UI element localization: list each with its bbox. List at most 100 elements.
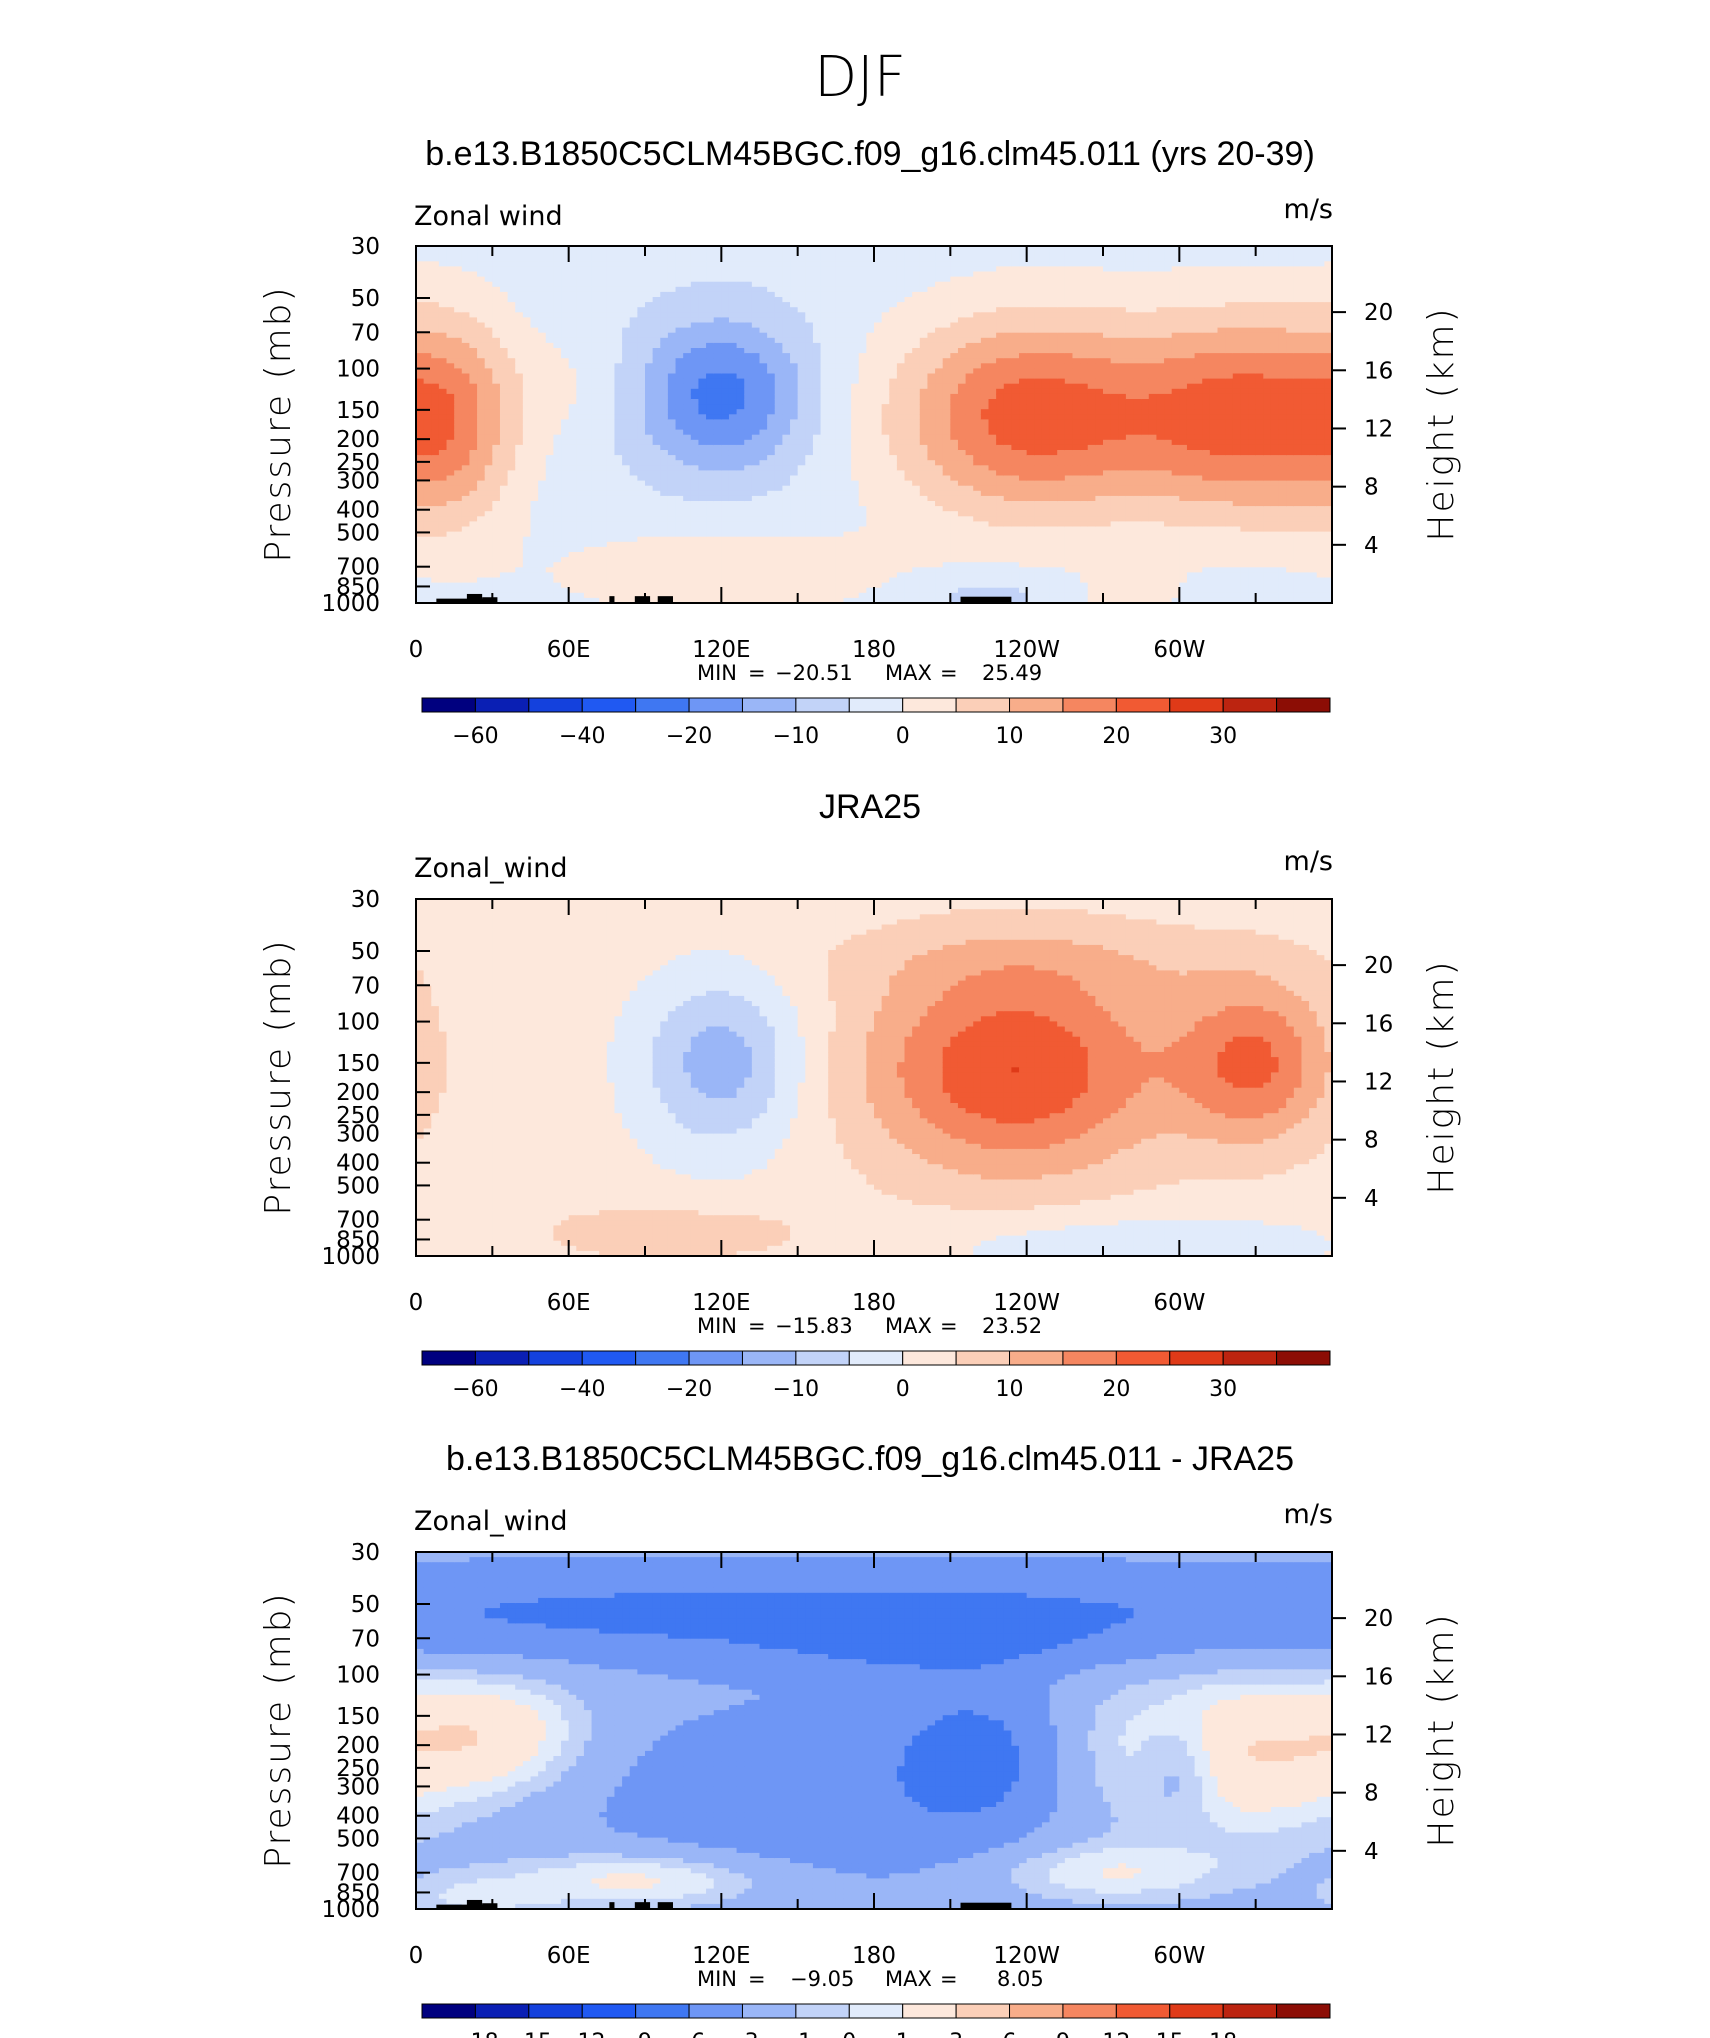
field-cell xyxy=(568,348,577,354)
field-cell xyxy=(751,444,761,451)
field-cell xyxy=(767,246,776,252)
field-cell xyxy=(957,251,967,257)
field-cell xyxy=(477,271,486,278)
field-cell xyxy=(538,444,547,451)
field-cell xyxy=(896,511,906,517)
field-cell xyxy=(561,521,570,528)
field-cell xyxy=(545,297,554,303)
field-cell xyxy=(889,557,898,563)
field-cell xyxy=(843,399,852,405)
field-cell xyxy=(416,557,425,563)
field-cell xyxy=(591,455,600,461)
field-cell xyxy=(629,256,638,262)
field-cell xyxy=(736,536,745,543)
field-cell xyxy=(477,536,486,543)
field-cell xyxy=(950,327,959,334)
field-cell xyxy=(446,460,455,466)
field-cell xyxy=(522,521,532,528)
field-cell xyxy=(667,393,677,400)
field-cell xyxy=(706,393,715,400)
field-cell xyxy=(553,251,562,257)
field-cell xyxy=(545,424,554,431)
field-cell xyxy=(606,475,616,482)
field-cell xyxy=(645,312,654,318)
field-cell xyxy=(484,419,493,426)
field-cell xyxy=(904,246,913,252)
field-cell xyxy=(515,281,524,288)
field-cell xyxy=(530,460,539,466)
field-cell xyxy=(553,378,562,385)
field-cell xyxy=(797,424,806,431)
field-cell xyxy=(874,470,883,477)
field-cell xyxy=(881,450,890,456)
field-cell xyxy=(820,271,829,278)
field-cell xyxy=(675,577,684,584)
field-cell xyxy=(935,337,944,344)
field-cell xyxy=(851,455,860,461)
field-cell xyxy=(538,597,547,603)
field-cell xyxy=(545,455,554,461)
field-cell xyxy=(561,455,570,461)
field-cell xyxy=(744,271,753,278)
field-cell xyxy=(660,419,669,426)
field-cell xyxy=(812,439,822,446)
field-cell xyxy=(530,414,539,420)
field-cell xyxy=(492,363,501,369)
field-cell xyxy=(652,419,661,426)
field-cell xyxy=(477,388,486,395)
field-cell xyxy=(423,444,432,451)
field-cell xyxy=(561,353,570,359)
field-cell xyxy=(675,327,684,334)
field-cell xyxy=(576,495,585,502)
field-cell xyxy=(774,455,783,461)
field-cell xyxy=(683,424,692,431)
field-cell xyxy=(553,322,562,329)
field-cell xyxy=(866,353,875,359)
field-cell xyxy=(881,541,890,548)
field-cell xyxy=(881,516,890,522)
field-cell xyxy=(782,419,791,426)
field-cell xyxy=(835,322,845,329)
field-cell xyxy=(866,414,875,420)
field-cell xyxy=(614,531,623,538)
field-cell xyxy=(828,266,837,273)
field-cell xyxy=(912,419,921,426)
field-cell xyxy=(667,419,677,426)
field-cell xyxy=(904,358,913,364)
field-cell xyxy=(759,414,768,420)
field-cell xyxy=(431,455,440,461)
field-cell xyxy=(477,572,486,579)
field-cell xyxy=(423,281,432,288)
field-cell xyxy=(645,256,654,262)
field-cell xyxy=(866,450,875,456)
field-cell xyxy=(591,450,600,456)
field-cell xyxy=(538,378,547,385)
field-cell xyxy=(660,582,669,589)
field-cell xyxy=(721,546,730,553)
field-cell xyxy=(645,450,654,456)
field-cell xyxy=(706,363,715,369)
field-cell xyxy=(866,541,875,548)
field-cell xyxy=(782,475,791,482)
field-cell xyxy=(790,322,799,329)
field-cell xyxy=(454,271,463,278)
field-cell xyxy=(728,373,738,380)
field-cell xyxy=(477,409,486,415)
field-cell xyxy=(690,485,700,492)
field-cell xyxy=(927,526,936,533)
field-cell xyxy=(843,322,852,329)
field-cell xyxy=(637,552,646,558)
field-cell xyxy=(706,409,715,415)
field-cell xyxy=(828,332,837,339)
field-cell xyxy=(858,577,867,584)
field-cell xyxy=(950,557,959,563)
field-cell xyxy=(416,455,425,461)
field-cell xyxy=(751,266,761,273)
field-cell xyxy=(499,424,509,431)
field-cell xyxy=(591,297,600,303)
field-cell xyxy=(912,511,921,517)
field-cell xyxy=(706,516,715,522)
field-cell xyxy=(942,562,951,568)
field-cell xyxy=(507,490,516,497)
field-cell xyxy=(484,266,493,273)
